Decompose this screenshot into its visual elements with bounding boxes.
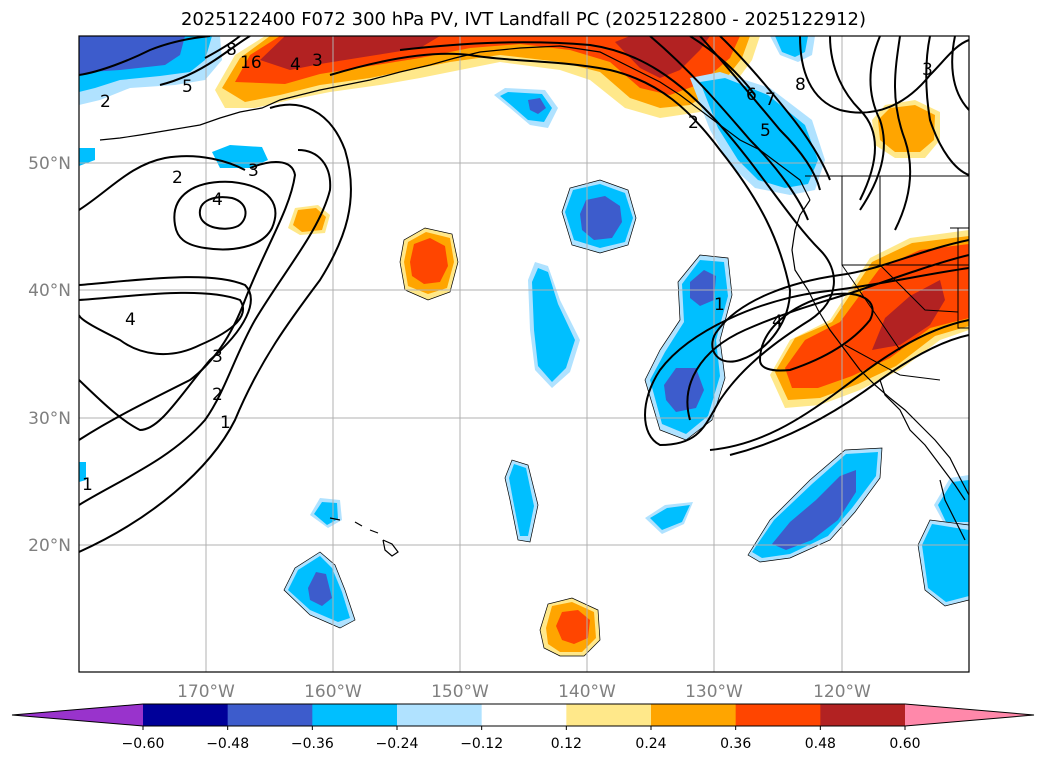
- contour-label: 3: [922, 60, 933, 80]
- pv-contour-e1: [859, 36, 885, 211]
- baja-coastline: [879, 379, 966, 501]
- colorbar-tick-label: −0.12: [460, 736, 503, 752]
- colorbar-tick-label: 0.48: [805, 736, 836, 752]
- colorbar-tick-label: 0.24: [635, 736, 666, 752]
- lon-label-170w: 170°W: [177, 682, 235, 702]
- contour-label: 6: [746, 85, 757, 105]
- contour-label: 7: [765, 90, 776, 110]
- pv-contour-4-closed: [198, 196, 247, 230]
- colorbar-tick-label: 0.36: [720, 736, 751, 752]
- lat-label-50n: 50°N: [28, 154, 71, 174]
- colorbar-swatch: [397, 704, 483, 726]
- pv-contour-5-ne2: [649, 36, 809, 221]
- contour-label: 1: [82, 475, 93, 495]
- contour-label: 8: [226, 40, 237, 60]
- map-title: 2025122400 F072 300 hPa PV, IVT Landfall…: [180, 9, 867, 30]
- pv-contour-2-west: [79, 149, 332, 506]
- colorbar: −0.60 −0.48 −0.36 −0.24 −0.12 0.12 0.24 0.36 0.4…: [11, 703, 1035, 752]
- contour-label: 4: [125, 310, 136, 330]
- contour-label: 5: [760, 121, 771, 141]
- pv-contour-8-ne: [799, 36, 969, 114]
- pv-contour-5-east: [686, 254, 969, 421]
- pv-contour-6-east: [709, 319, 969, 451]
- pv-contour-3-west: [79, 161, 297, 441]
- lat-label-40n: 40°N: [28, 281, 71, 301]
- colorbar-swatch: [820, 704, 906, 726]
- lon-label-160w: 160°W: [304, 682, 362, 702]
- lon-label-150w: 150°W: [431, 682, 489, 702]
- colorbar-tick-label: −0.24: [376, 736, 419, 752]
- west-coast-coastline: [791, 199, 969, 496]
- contour-label: 1: [714, 295, 725, 315]
- contour-label: 2: [212, 385, 223, 405]
- alaska-coastline: [99, 45, 811, 201]
- colorbar-tick-label: −0.48: [206, 736, 249, 752]
- colorbar-extend-low: [12, 704, 143, 726]
- contour-label: 5: [182, 77, 193, 97]
- lon-label-130w: 130°W: [685, 682, 743, 702]
- contour-label: 3: [312, 51, 323, 71]
- pv-contour-e3: [925, 36, 969, 176]
- contour-label: 2: [100, 92, 111, 112]
- colorbar-swatch: [312, 704, 398, 726]
- contour-label: 2: [172, 168, 183, 188]
- contour-label: 4: [772, 312, 783, 332]
- lon-label-120w: 120°W: [813, 682, 871, 702]
- shade-outlines: [283, 179, 969, 657]
- contour-label: 1: [220, 413, 231, 433]
- colorbar-swatch: [143, 704, 229, 726]
- pv-contour-8-nw: [204, 36, 241, 59]
- map-frame: [78, 35, 970, 673]
- colorbar-tick-label: −0.60: [122, 736, 165, 752]
- coastlines: [99, 45, 969, 557]
- colorbar-swatch: [481, 704, 567, 726]
- pv-contour-3-ne: [829, 36, 876, 201]
- pv-contour-7-east: [729, 334, 969, 456]
- contour-label: 2: [688, 113, 699, 133]
- pv-contour-2-nw: [79, 36, 211, 76]
- contour-label: 16: [240, 53, 262, 73]
- pv-contour-2-left: [79, 155, 246, 211]
- longitude-labels: 170°W 160°W 150°W 140°W 130°W 120°W: [177, 682, 871, 702]
- pv-contour-4-west: [79, 291, 245, 356]
- pv-contour-e4: [951, 36, 969, 111]
- colorbar-tick-label: −0.36: [291, 736, 334, 752]
- contour-label: 4: [290, 55, 301, 75]
- colorbar-swatch: [566, 704, 652, 726]
- latitude-labels: 50°N 40°N 30°N 20°N: [28, 154, 71, 556]
- contour-label: 3: [248, 161, 259, 181]
- pv-contour-5-nw: [159, 36, 251, 86]
- colorbar-swatch: [651, 704, 737, 726]
- pv-contour-e2: [894, 36, 912, 231]
- colorbar-tick-label: 0.12: [551, 736, 582, 752]
- contour-label: 8: [795, 75, 806, 95]
- hawaii-islands: [329, 517, 399, 557]
- pv-contour-1-west: [79, 103, 352, 553]
- pv-contour-3-lobe: [79, 276, 252, 432]
- pv-contour-16-ne: [689, 36, 756, 96]
- contour-label: 4: [212, 190, 223, 210]
- lat-label-20n: 20°N: [28, 536, 71, 556]
- colorbar-swatch: [227, 704, 313, 726]
- pv-contour-3-closed: [173, 180, 277, 251]
- contour-label: 3: [212, 347, 223, 367]
- pv-contour-2-east: [399, 41, 969, 447]
- colorbar-swatch: [735, 704, 821, 726]
- colorbar-tick-label: 0.60: [889, 736, 920, 752]
- lat-label-30n: 30°N: [28, 409, 71, 429]
- pv-contour-6-ne: [699, 36, 821, 191]
- pv-contour-7-ne: [719, 36, 831, 181]
- colorbar-extend-high: [905, 704, 1034, 726]
- borders: [805, 175, 969, 381]
- contour-label-group: 8 16 4 3 5 2 3 2 4 4 3 2 1 1 1 4 6 7 5 8…: [82, 40, 933, 495]
- lon-label-140w: 140°W: [558, 682, 616, 702]
